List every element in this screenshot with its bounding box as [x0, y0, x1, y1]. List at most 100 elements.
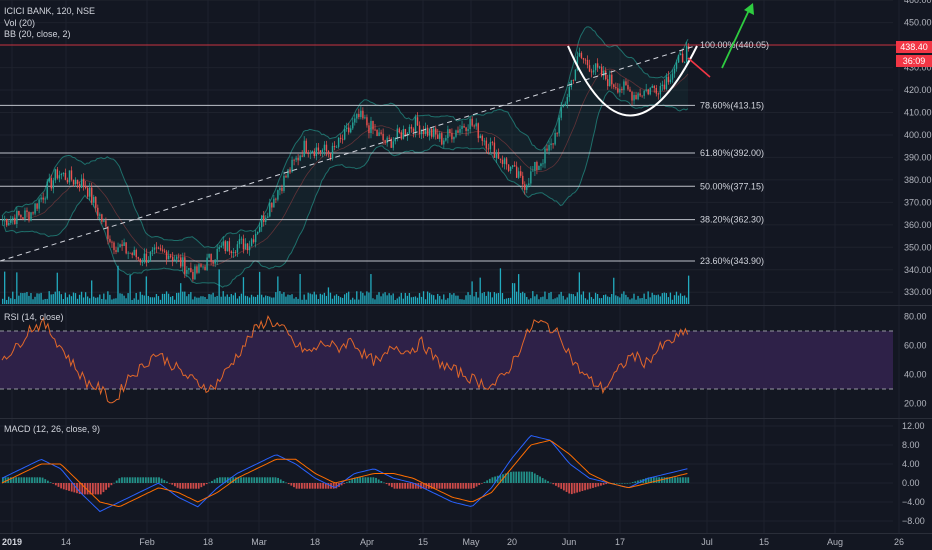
- volume-bar: [655, 295, 657, 304]
- volume-bar: [447, 298, 449, 304]
- candle-body: [20, 214, 22, 218]
- volume-bar: [16, 272, 18, 304]
- candle-body: [62, 172, 65, 174]
- volume-bar: [653, 294, 655, 304]
- volume-bar: [457, 295, 459, 304]
- volume-bar: [368, 292, 370, 304]
- volume-bar: [542, 296, 544, 304]
- candle-body: [475, 123, 477, 127]
- candle-body: [568, 87, 570, 98]
- macd-label[interactable]: MACD (12, 26, close, 9): [4, 424, 101, 434]
- candle-body: [74, 179, 77, 184]
- volume-bar: [657, 294, 659, 304]
- candle-body: [590, 71, 593, 73]
- price-tick-label: 330.00: [904, 287, 932, 297]
- volume-bar: [76, 298, 79, 304]
- candle-body: [271, 202, 273, 208]
- candle-body: [167, 255, 170, 260]
- macd-histogram-bar: [295, 483, 298, 489]
- macd-histogram-bar: [562, 483, 565, 491]
- volume-bar: [360, 291, 362, 304]
- macd-histogram-bar: [600, 483, 602, 486]
- macd-tick-label: 0.00: [902, 478, 920, 488]
- candle-body: [196, 266, 198, 273]
- candle-body: [574, 69, 577, 81]
- candle-body: [192, 271, 194, 280]
- volume-bar: [388, 293, 390, 304]
- macd-histogram-bar: [279, 479, 282, 483]
- candle-body: [135, 249, 137, 258]
- volume-bar: [252, 296, 255, 304]
- macd-histogram-bar: [650, 477, 653, 483]
- volume-bar: [74, 293, 77, 304]
- candle-body: [505, 158, 508, 165]
- candle-body: [222, 241, 224, 246]
- macd-histogram-bar: [666, 477, 668, 483]
- macd-histogram-bar: [181, 483, 184, 489]
- macd-histogram-bar: [166, 481, 168, 483]
- volume-bar: [119, 293, 121, 304]
- macd-histogram-bar: [25, 477, 28, 483]
- volume-bar: [309, 293, 311, 304]
- up-arrow-head: [744, 3, 754, 15]
- macd-histogram-bar: [285, 482, 287, 484]
- volume-bar: [469, 294, 471, 304]
- candle-body: [42, 197, 44, 200]
- candle-body: [501, 159, 504, 164]
- candle-body: [683, 61, 686, 63]
- volume-bar: [380, 296, 382, 304]
- volume-bar: [281, 293, 283, 304]
- macd-histogram-bar: [663, 477, 666, 483]
- candle-body: [647, 89, 649, 95]
- macd-histogram-bar: [152, 477, 155, 483]
- candle-body: [679, 53, 682, 56]
- candle-body: [582, 57, 585, 60]
- candle-body: [93, 196, 95, 203]
- candle-body: [625, 81, 627, 86]
- candle-body: [528, 183, 530, 186]
- volume-bar: [477, 297, 479, 304]
- candle-body: [457, 130, 459, 133]
- macd-histogram-bar: [512, 471, 515, 483]
- volume-bar: [295, 297, 297, 304]
- bb-fill: [2, 26, 688, 288]
- bb-label[interactable]: BB (20, close, 2): [4, 29, 71, 39]
- volume-bar: [398, 296, 400, 304]
- volume-bar: [34, 296, 36, 304]
- candle-body: [400, 132, 403, 139]
- volume-bar: [414, 296, 417, 304]
- candle-body: [677, 55, 680, 63]
- candle-body: [394, 138, 396, 142]
- candle-body: [507, 164, 510, 171]
- macd-histogram-bar: [52, 483, 55, 484]
- volume-bar: [192, 299, 194, 304]
- candle-body: [368, 125, 370, 134]
- price-tick-label: 450.00: [904, 18, 932, 28]
- macd-histogram-bar: [89, 483, 92, 495]
- volume-bar: [246, 296, 249, 304]
- volume-bar: [540, 297, 542, 304]
- rsi-label[interactable]: RSI (14, close): [4, 312, 64, 322]
- macd-histogram-bar: [478, 483, 481, 486]
- macd-histogram-bar: [242, 477, 245, 483]
- volume-bar: [574, 296, 576, 304]
- candle-body: [362, 110, 364, 119]
- price-tick-label: 380.00: [904, 175, 932, 185]
- volume-bar: [687, 275, 690, 304]
- volume-label[interactable]: Vol (20): [4, 18, 36, 28]
- candle-body: [667, 76, 670, 83]
- volume-bar: [40, 292, 42, 304]
- volume-bar: [441, 299, 443, 304]
- volume-bar: [155, 293, 158, 304]
- candle-body: [91, 187, 93, 203]
- macd-histogram-bar: [308, 483, 311, 489]
- macd-histogram-bar: [438, 483, 441, 489]
- volume-bar: [552, 299, 554, 304]
- macd-histogram-bar: [687, 477, 690, 483]
- macd-histogram-bar: [282, 480, 285, 483]
- macd-histogram-bar: [547, 481, 549, 483]
- candle-body: [455, 130, 457, 137]
- last-price-badge: 438.40: [896, 41, 932, 53]
- candle-body: [194, 266, 196, 280]
